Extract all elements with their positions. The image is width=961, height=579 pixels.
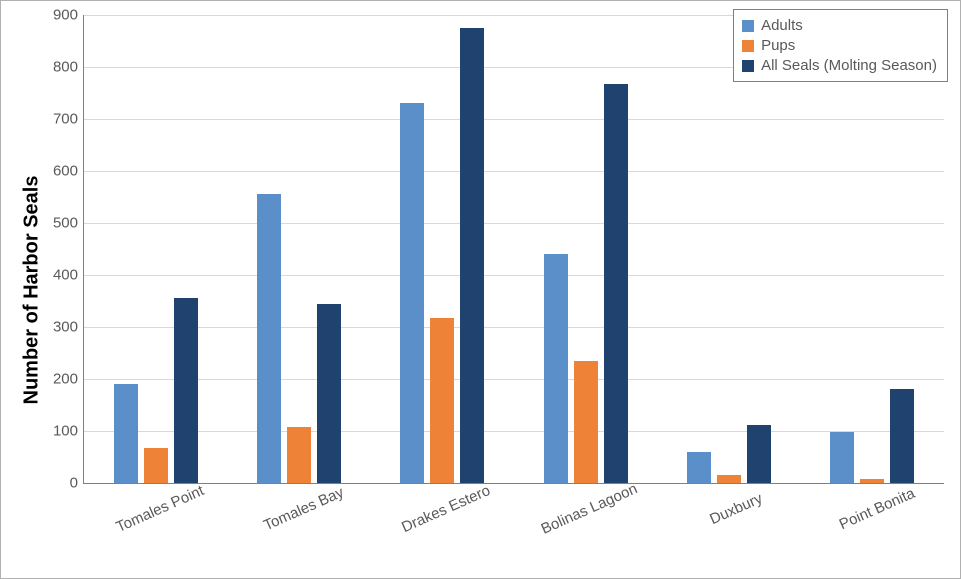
bar	[574, 361, 598, 483]
bar	[604, 84, 628, 483]
legend-item: Adults	[742, 17, 937, 34]
gridline	[84, 223, 944, 224]
bar	[430, 318, 454, 483]
chart-container: Number of Harbor Seals 01002003004005006…	[0, 0, 961, 579]
y-tick-label: 500	[53, 215, 84, 232]
y-axis-title: Number of Harbor Seals	[20, 175, 43, 404]
gridline	[84, 171, 944, 172]
bar	[257, 194, 281, 483]
bar	[460, 28, 484, 483]
gridline	[84, 379, 944, 380]
gridline	[84, 431, 944, 432]
y-tick-label: 700	[53, 111, 84, 128]
legend-label: Pups	[761, 37, 795, 54]
bar	[687, 452, 711, 483]
y-tick-label: 600	[53, 163, 84, 180]
plot-area: 0100200300400500600700800900Tomales Poin…	[83, 15, 944, 484]
gridline	[84, 119, 944, 120]
y-tick-label: 300	[53, 319, 84, 336]
bar	[544, 254, 568, 483]
legend-item: Pups	[742, 37, 937, 54]
bar	[830, 432, 854, 483]
y-tick-label: 0	[70, 475, 84, 492]
gridline	[84, 275, 944, 276]
bar	[400, 103, 424, 483]
bar	[287, 427, 311, 483]
legend-swatch	[742, 40, 754, 52]
legend: Adults Pups All Seals (Molting Season)	[733, 9, 948, 82]
y-tick-label: 800	[53, 59, 84, 76]
y-tick-label: 100	[53, 423, 84, 440]
legend-swatch	[742, 20, 754, 32]
y-tick-label: 200	[53, 371, 84, 388]
y-tick-label: 400	[53, 267, 84, 284]
bar	[174, 298, 198, 483]
legend-label: All Seals (Molting Season)	[761, 57, 937, 74]
gridline	[84, 327, 944, 328]
legend-label: Adults	[761, 17, 803, 34]
y-tick-label: 900	[53, 7, 84, 24]
legend-swatch	[742, 60, 754, 72]
bar	[114, 384, 138, 483]
legend-item: All Seals (Molting Season)	[742, 57, 937, 74]
bar	[317, 304, 341, 483]
